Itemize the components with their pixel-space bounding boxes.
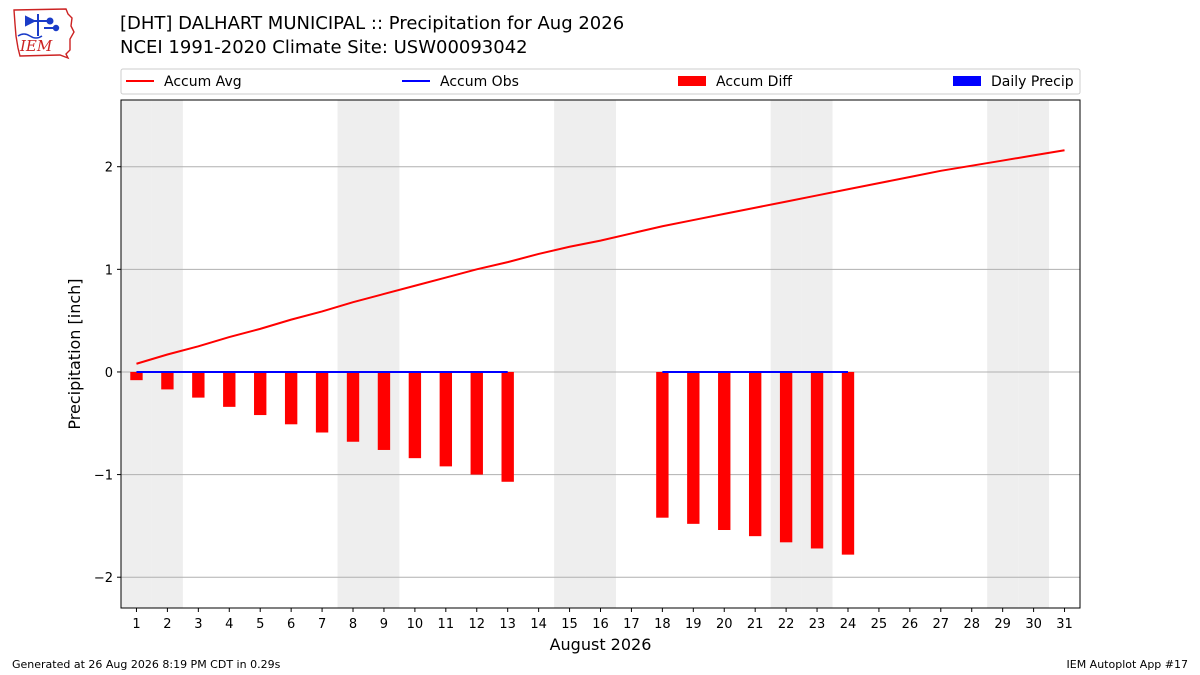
weekend-band-day-30: [1018, 100, 1050, 608]
weekend-bands: [121, 100, 1050, 608]
accum-diff-bar-day-22: [779, 371, 793, 543]
weekend-band-day-9: [368, 100, 400, 608]
x-tick-label-12: 12: [468, 617, 485, 632]
legend-label-accum-diff: Accum Diff: [716, 74, 792, 90]
accum-diff-bar-day-7: [315, 371, 329, 433]
x-tick-label-8: 8: [349, 617, 357, 632]
chart-title: [DHT] DALHART MUNICIPAL :: Precipitation…: [120, 13, 625, 34]
legend-box: [120, 68, 1081, 95]
x-tick-label-27: 27: [933, 617, 950, 632]
x-tick-label-16: 16: [592, 617, 609, 632]
accum-avg-line-path: [136, 149, 1065, 365]
x-tick-label-3: 3: [194, 617, 202, 632]
accum-diff-bar-day-2: [161, 371, 174, 390]
x-tick-label-15: 15: [561, 617, 578, 632]
logo-text: IEM: [19, 37, 53, 55]
accum-avg-line: [136, 149, 1065, 365]
x-tick-label-24: 24: [840, 617, 857, 632]
y-tick-label-2: 2: [105, 161, 113, 176]
x-tick-label-18: 18: [654, 617, 671, 632]
accum-diff-bar-day-5: [254, 371, 267, 416]
accum-diff-bar-day-19: [687, 371, 700, 524]
x-tick-label-30: 30: [1025, 617, 1042, 632]
weekend-band-day-1: [121, 100, 152, 608]
accum-diff-bar-day-18: [656, 371, 669, 518]
weekend-band-day-29: [987, 100, 1019, 608]
accum-diff-bar-day-6: [284, 371, 298, 425]
x-tick-label-17: 17: [623, 617, 640, 632]
weekend-band-day-16: [585, 100, 616, 608]
accum-diff-bar-day-3: [192, 371, 205, 398]
y-axis-ticks: −2 −1 0 1 2: [94, 161, 121, 586]
iem-logo: IEM: [13, 8, 75, 60]
y-tick-label--2: −2: [94, 571, 113, 586]
accum-diff-bar-day-13: [501, 371, 514, 482]
accum-diff-bar-day-12: [470, 371, 483, 475]
y-tick-label-0: 0: [105, 366, 113, 381]
x-tick-label-19: 19: [685, 617, 702, 632]
x-tick-label-26: 26: [902, 617, 919, 632]
accum-diff-bars: [130, 371, 855, 555]
accum-diff-bar-day-8: [346, 371, 360, 442]
x-tick-label-7: 7: [318, 617, 326, 632]
x-tick-label-6: 6: [287, 617, 295, 632]
x-axis-ticks: 1 2 3 4 5 6 7 8 9 10 11 12 13 14 15 16 17 18 19 20 21 22 23 24 2…: [132, 608, 1073, 632]
x-tick-label-20: 20: [716, 617, 733, 632]
y-axis-label: Precipitation [inch]: [65, 278, 84, 429]
accum-diff-bar-day-21: [748, 371, 762, 537]
chart-subtitle: NCEI 1991-2020 Climate Site: USW00093042: [120, 37, 528, 58]
x-tick-label-4: 4: [225, 617, 233, 632]
x-tick-label-10: 10: [407, 617, 424, 632]
x-tick-label-28: 28: [963, 617, 980, 632]
accum-diff-bar-day-23: [810, 371, 824, 549]
legend-swatch-accum-diff: [678, 76, 706, 86]
weekend-band-day-8: [337, 100, 369, 608]
accum-diff-bar-day-11: [439, 371, 453, 467]
x-tick-label-31: 31: [1056, 617, 1073, 632]
x-tick-label-23: 23: [809, 617, 826, 632]
x-tick-label-13: 13: [499, 617, 516, 632]
legend-label-accum-avg: Accum Avg: [164, 74, 242, 90]
legend: Accum Avg Accum Obs Accum Diff Daily Precip: [120, 68, 1081, 95]
x-tick-label-29: 29: [994, 617, 1011, 632]
x-tick-label-1: 1: [132, 617, 140, 632]
accum-diff-bar-day-4: [223, 371, 236, 407]
legend-label-accum-obs: Accum Obs: [440, 74, 519, 90]
accum-diff-bar-day-9: [377, 371, 391, 450]
weekend-band-day-15: [554, 100, 586, 608]
x-tick-label-9: 9: [380, 617, 388, 632]
y-tick-label--1: −1: [94, 469, 113, 484]
footer-generated-text: Generated at 26 Aug 2026 8:19 PM CDT in …: [12, 658, 281, 671]
legend-swatch-daily-precip: [953, 76, 981, 86]
x-axis-label: August 2026: [550, 635, 652, 654]
x-tick-label-5: 5: [256, 617, 264, 632]
x-tick-label-11: 11: [438, 617, 455, 632]
accum-diff-bar-day-24: [841, 371, 855, 555]
x-tick-label-21: 21: [747, 617, 764, 632]
footer-app-text: IEM Autoplot App #17: [1066, 658, 1189, 671]
x-tick-label-14: 14: [530, 617, 547, 632]
accum-diff-bar-day-10: [408, 371, 422, 459]
accum-diff-bar-day-20: [718, 371, 731, 531]
y-tick-label-1: 1: [105, 263, 113, 278]
x-tick-label-2: 2: [163, 617, 171, 632]
x-tick-label-25: 25: [871, 617, 888, 632]
legend-label-daily-precip: Daily Precip: [991, 74, 1074, 90]
weather-station-icon: [17, 14, 60, 39]
accum-diff-bar-day-1: [130, 371, 143, 381]
x-tick-label-22: 22: [778, 617, 795, 632]
